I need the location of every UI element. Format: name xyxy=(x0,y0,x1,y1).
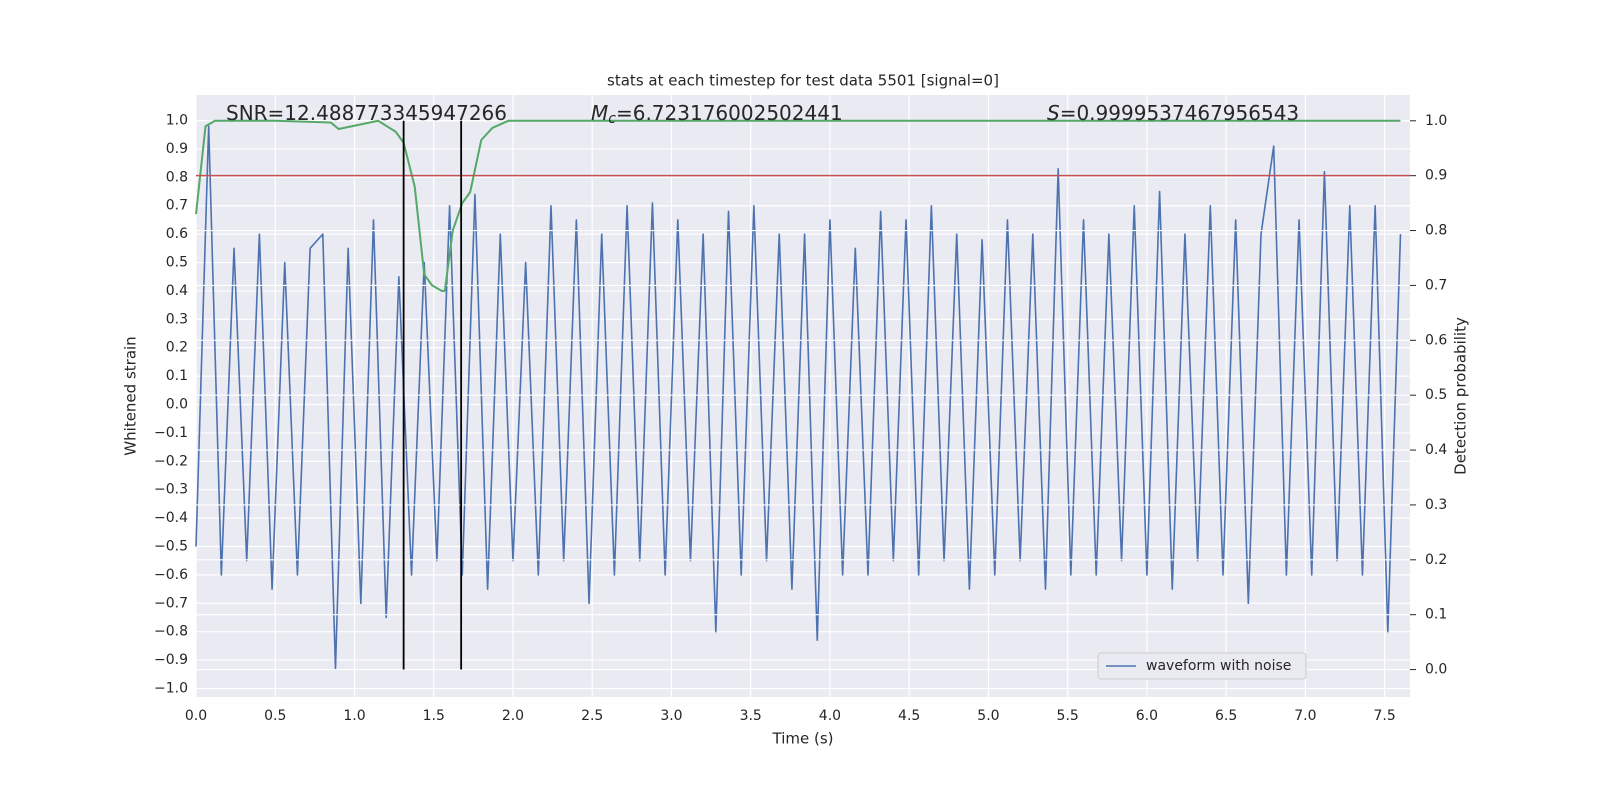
y-tick-label: −0.3 xyxy=(154,482,188,498)
annotation: S=0.9999537467956543 xyxy=(1047,101,1299,125)
y-tick-label: −0.7 xyxy=(154,595,188,611)
y-tick-label: −0.9 xyxy=(154,652,188,668)
annotation-subscript: c xyxy=(608,111,616,127)
x-tick-label: 4.0 xyxy=(819,708,841,724)
data-line xyxy=(195,125,1402,670)
y-tick-label: 0.3 xyxy=(166,311,188,327)
y-tick-label: 0.8 xyxy=(166,169,188,185)
y-tick-label: 0.7 xyxy=(166,198,188,214)
y-tick-label: −0.2 xyxy=(154,453,188,469)
y-tick-label: −0.5 xyxy=(154,539,188,555)
x-tick-label: 7.5 xyxy=(1374,708,1396,724)
y-tick-label: 0.2 xyxy=(166,340,188,356)
y2-tick-label: 0.2 xyxy=(1425,552,1447,568)
y2-tick-label: 0.9 xyxy=(1425,168,1447,184)
y-tick-label: −0.4 xyxy=(154,510,188,526)
y-tick-label: 0.5 xyxy=(166,255,188,271)
y2-axis-label: Detection probability xyxy=(1452,317,1470,475)
y2-tick-label: 0.7 xyxy=(1425,277,1447,293)
annotation-text: =0.9999537467956543 xyxy=(1060,101,1299,125)
x-tick-label: 4.5 xyxy=(898,708,920,724)
y-tick-label: −0.6 xyxy=(154,567,188,583)
legend-box xyxy=(1097,652,1307,680)
x-tick-label: 1.5 xyxy=(423,708,445,724)
annotation-text: =6.723176002502441 xyxy=(616,101,843,125)
legend-label: waveform with noise xyxy=(1146,658,1291,674)
annotation-text: SNR=12.488773345947266 xyxy=(226,101,507,125)
plot-background xyxy=(196,95,1410,697)
y-tick-label: −0.1 xyxy=(154,425,188,441)
annotation: Mc=6.723176002502441 xyxy=(591,101,843,128)
x-tick-label: 2.5 xyxy=(581,708,603,724)
y2-tick-label: 1.0 xyxy=(1425,113,1447,129)
y-tick-label: 0.0 xyxy=(166,397,188,413)
y-tick-label: 1.0 xyxy=(166,113,188,129)
x-tick-label: 3.5 xyxy=(740,708,762,724)
data-line xyxy=(195,119,1401,292)
y2-tick-label: 0.3 xyxy=(1425,497,1447,513)
x-tick-label: 0.0 xyxy=(185,708,207,724)
annotation: SNR=12.488773345947266 xyxy=(226,101,507,125)
x-tick-label: 3.0 xyxy=(660,708,682,724)
chart-title: stats at each timestep for test data 550… xyxy=(607,72,999,90)
y2-tick-label: 0.6 xyxy=(1425,332,1447,348)
y-tick-label: −0.8 xyxy=(154,624,188,640)
y2-tick-label: 0.8 xyxy=(1425,223,1447,239)
y-axis-label: Whitened strain xyxy=(122,336,140,455)
y2-tick-label: 0.1 xyxy=(1425,607,1447,623)
y-tick-label: 0.4 xyxy=(166,283,188,299)
y-tick-label: −1.0 xyxy=(154,680,188,696)
y-tick-label: 0.1 xyxy=(166,368,188,384)
x-tick-label: 6.5 xyxy=(1215,708,1237,724)
annotation-symbol: S xyxy=(1047,101,1060,125)
y-tick-label: 0.9 xyxy=(166,141,188,157)
x-tick-label: 2.0 xyxy=(502,708,524,724)
x-tick-label: 5.0 xyxy=(977,708,999,724)
x-tick-label: 7.0 xyxy=(1294,708,1316,724)
x-axis-label: Time (s) xyxy=(772,730,834,748)
x-tick-label: 6.0 xyxy=(1136,708,1158,724)
x-tick-label: 5.5 xyxy=(1057,708,1079,724)
x-tick-label: 0.5 xyxy=(264,708,286,724)
x-tick-label: 1.0 xyxy=(343,708,365,724)
y2-tick-label: 0.0 xyxy=(1425,662,1447,678)
y-tick-label: 0.6 xyxy=(166,226,188,242)
y2-tick-label: 0.4 xyxy=(1425,442,1447,458)
y2-tick-label: 0.5 xyxy=(1425,387,1447,403)
annotation-symbol: M xyxy=(591,101,608,125)
